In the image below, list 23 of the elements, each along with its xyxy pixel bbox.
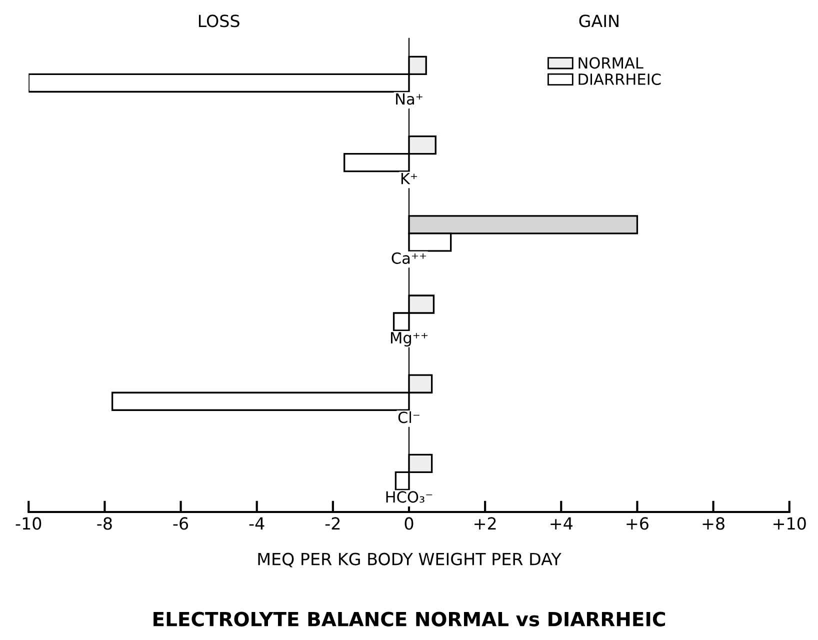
y-tick-label: Ca⁺⁺ (392, 252, 426, 264)
x-tick-label: +10 (774, 517, 806, 530)
x-tick-label: 0 (404, 517, 414, 530)
y-tick-label: Mg⁺⁺ (390, 332, 428, 346)
text: ELECTROLYTE BALANCE NORMAL vs DIARRHEIC (154, 612, 665, 626)
x-tick-label: -10 (16, 517, 42, 530)
legend-label: NORMAL (578, 57, 644, 69)
x-tick-label: -6 (173, 517, 188, 530)
x-tick-label: -8 (97, 517, 112, 530)
x-tick-label: +2 (474, 517, 496, 530)
x-tick-label: -2 (325, 517, 340, 530)
y-tick-label: HCO₃⁻ (386, 491, 432, 503)
y-tick-label: K⁺ (401, 172, 418, 184)
x-tick-label: +4 (550, 517, 572, 530)
x-tick-label: +6 (626, 517, 648, 530)
x-tick-label: +8 (702, 517, 724, 530)
text: GAIN (579, 14, 618, 28)
y-tick-label: Cl⁻ (398, 411, 420, 424)
y-tick-label: Na⁺ (396, 93, 422, 105)
legend-label: DIARRHEIC (578, 73, 661, 86)
x-tick-label: -4 (249, 517, 264, 530)
text: LOSS (198, 14, 240, 28)
x-axis-title: MEQ PER KG BODY WEIGHT PER DAY (258, 552, 562, 568)
